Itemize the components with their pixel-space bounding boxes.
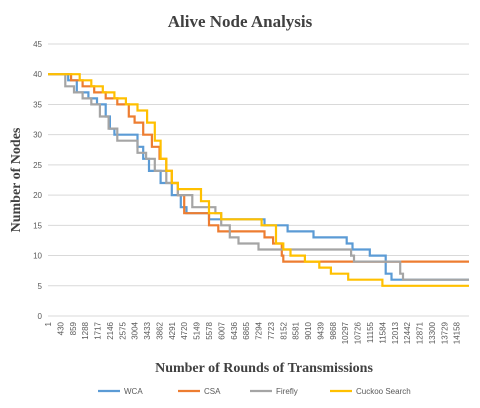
x-tick-label: 10726	[354, 321, 363, 344]
legend-label: CSA	[204, 387, 221, 396]
y-tick-label: 0	[38, 312, 43, 321]
y-axis-ticks: 0 5 10 15 20 25 30 35 40 45	[33, 40, 42, 321]
x-tick-label: 3862	[155, 321, 164, 339]
x-tick-label: 8152	[279, 321, 288, 339]
x-tick-label: 9868	[329, 321, 338, 339]
x-tick-label: 14158	[453, 321, 462, 344]
x-tick-label: 5149	[193, 321, 202, 339]
x-tick-label: 1717	[94, 321, 103, 339]
legend-label: Cuckoo Search	[356, 387, 411, 396]
x-tick-label: 5578	[205, 321, 214, 339]
x-tick-label: 430	[56, 321, 65, 335]
legend-label: Firefly	[276, 387, 298, 396]
y-tick-label: 25	[33, 161, 42, 170]
x-tick-label: 7723	[267, 321, 276, 339]
y-tick-label: 10	[33, 252, 42, 261]
y-tick-label: 15	[33, 221, 42, 230]
y-tick-label: 45	[33, 40, 42, 49]
x-tick-label: 6007	[217, 321, 226, 339]
x-tick-label: 3004	[131, 321, 140, 339]
x-tick-label: 11584	[378, 321, 387, 343]
legend: WCA CSA Firefly Cuckoo Search	[98, 387, 411, 396]
y-tick-label: 20	[33, 191, 42, 200]
x-tick-label: 8581	[292, 321, 301, 339]
x-tick-label: 10297	[341, 321, 350, 344]
x-tick-label: 13300	[428, 321, 437, 344]
x-tick-label: 6436	[230, 321, 239, 339]
x-tick-label: 2146	[106, 321, 115, 339]
x-tick-label: 13729	[440, 321, 449, 344]
x-tick-label: 7294	[255, 321, 264, 339]
x-tick-label: 3433	[143, 321, 152, 339]
y-axis-title: Number of Nodes	[9, 127, 24, 232]
x-tick-label: 1	[44, 321, 53, 326]
x-tick-label: 12871	[416, 321, 425, 344]
series-line-firefly	[48, 73, 469, 281]
y-tick-label: 5	[38, 282, 43, 291]
x-tick-label: 12442	[403, 321, 412, 344]
x-axis-ticks: 1 430 859 1288 1717 2146 2575 3004 3433 3862 4291 4…	[44, 321, 462, 344]
series-line-cuckoo-search	[48, 73, 469, 287]
x-tick-label: 4291	[168, 321, 177, 339]
x-tick-label: 12013	[391, 321, 400, 344]
plot-series	[48, 73, 469, 287]
series-line-csa	[48, 73, 469, 263]
x-tick-label: 9439	[316, 321, 325, 339]
grid	[48, 43, 469, 317]
x-axis-title: Number of Rounds of Transmissions	[155, 361, 373, 376]
y-tick-label: 35	[33, 100, 42, 109]
x-tick-label: 9010	[304, 321, 313, 339]
x-tick-label: 4720	[180, 321, 189, 339]
x-tick-label: 859	[69, 321, 78, 335]
x-tick-label: 1288	[81, 321, 90, 339]
x-tick-label: 2575	[118, 321, 127, 339]
x-tick-label: 6865	[242, 321, 251, 339]
y-tick-label: 30	[33, 131, 42, 140]
x-tick-label: 11155	[366, 321, 375, 343]
chart-title: Alive Node Analysis	[168, 12, 313, 31]
y-tick-label: 40	[33, 70, 42, 79]
legend-label: WCA	[124, 387, 143, 396]
